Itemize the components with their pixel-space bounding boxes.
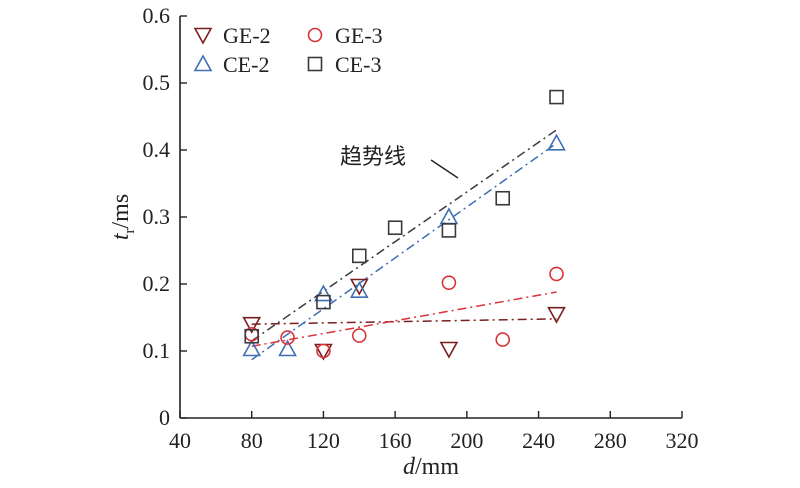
x-tick-label: 80 <box>241 428 263 453</box>
x-tick-label: 240 <box>522 428 555 453</box>
x-tick-label: 200 <box>450 428 483 453</box>
trend-annotation: 趋势线 <box>340 145 459 179</box>
trend-lines <box>251 129 557 361</box>
data-point-ce-2 <box>278 339 297 357</box>
x-tick-label: 280 <box>594 428 627 453</box>
legend: GE-2 CE-2 GE-3 CE-3 <box>193 23 383 77</box>
data-point-ge-3 <box>495 332 511 347</box>
legend-label: GE-3 <box>335 23 383 48</box>
legend-marker <box>193 27 213 45</box>
data-point-ge-3 <box>316 343 331 359</box>
data-point-ce-2 <box>349 281 369 299</box>
trend-line-ce-3 <box>251 129 557 342</box>
legend-item-ge-3: GE-3 <box>307 23 383 48</box>
legend-marker <box>307 56 323 72</box>
legend-marker <box>193 54 213 72</box>
x-axis-title: d/mm <box>403 454 459 480</box>
trend-line-ge-2 <box>251 318 557 325</box>
data-point-ce-3 <box>316 294 331 310</box>
legend-label: CE-3 <box>335 52 381 77</box>
legend-label: CE-2 <box>223 52 269 77</box>
data-point-ce-3 <box>441 223 457 238</box>
data-point-ge-3 <box>441 275 457 290</box>
data-point-ce-3 <box>244 328 260 344</box>
x-tick-label: 120 <box>307 428 340 453</box>
trend-line-ce-2 <box>251 142 557 361</box>
y-tick-label: 0.5 <box>143 70 171 95</box>
data-point-ce-2 <box>547 133 566 151</box>
data-markers <box>242 89 566 361</box>
x-tick-label: 320 <box>666 428 699 453</box>
x-ticks: 40 80 120 160 200 240 280 320 <box>169 411 699 453</box>
data-point-ce-3 <box>387 220 403 236</box>
legend-label: GE-2 <box>223 23 271 48</box>
y-axis-title: tr/ms <box>108 194 138 240</box>
legend-item-ge-2: GE-2 <box>193 23 271 48</box>
legend-marker <box>307 27 323 43</box>
data-point-ge-2 <box>242 316 262 334</box>
trend-annotation-pointer <box>430 159 459 179</box>
legend-item-ce-2: CE-2 <box>193 52 269 77</box>
data-point-ce-3 <box>549 89 564 105</box>
y-tick-label: 0.2 <box>143 271 171 296</box>
y-ticks: 0 0.1 0.2 0.3 0.4 0.5 0.6 <box>143 3 187 430</box>
data-point-ge-3 <box>549 266 564 282</box>
y-tick-label: 0.6 <box>143 3 171 28</box>
data-point-ce-2 <box>242 339 262 357</box>
data-point-ge-3 <box>351 328 367 343</box>
x-tick-label: 40 <box>169 428 191 453</box>
data-point-ge-2 <box>547 306 566 324</box>
data-point-ge-3 <box>280 330 295 345</box>
legend-item-ce-3: CE-3 <box>307 52 381 77</box>
trend-line-ge-3 <box>251 291 557 348</box>
data-point-ge-2 <box>439 341 459 359</box>
data-point-ge-2 <box>349 278 369 296</box>
y-tick-label: 0 <box>159 405 170 430</box>
x-tick-label: 160 <box>379 428 412 453</box>
data-point-ce-2 <box>314 284 333 302</box>
trend-annotation-label: 趋势线 <box>340 145 406 170</box>
y-tick-label: 0.1 <box>143 338 171 363</box>
data-point-ce-3 <box>495 190 511 206</box>
data-point-ce-3 <box>351 248 367 264</box>
y-tick-label: 0.3 <box>143 204 171 229</box>
y-tick-label: 0.4 <box>143 137 171 162</box>
